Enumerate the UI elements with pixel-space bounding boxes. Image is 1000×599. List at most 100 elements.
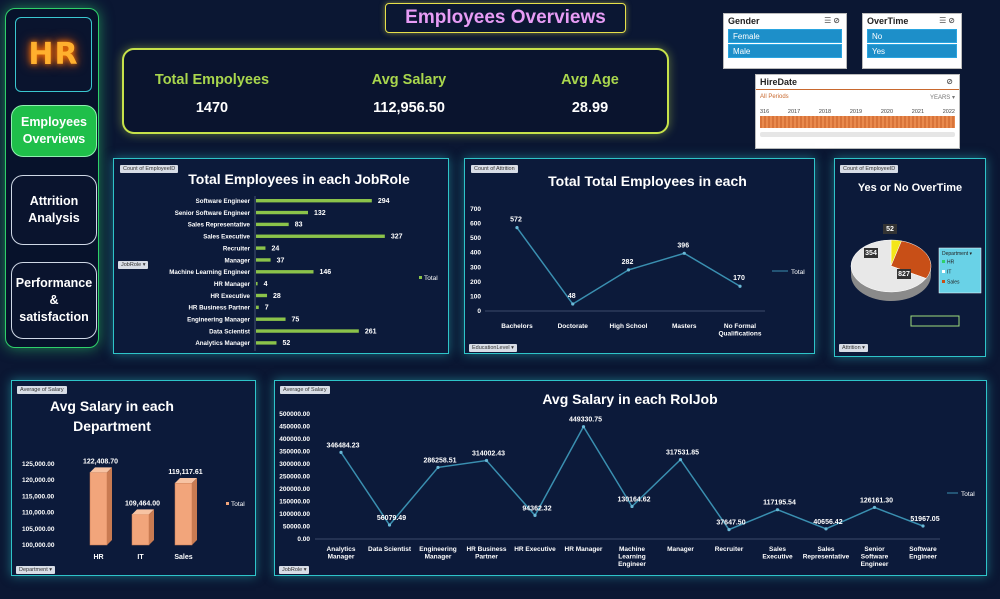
data-label: 346484.23 <box>326 442 359 449</box>
data-label: 286258.51 <box>423 457 456 464</box>
gender-male-option[interactable]: Male <box>728 44 842 58</box>
y-tick-label: 500000.00 <box>279 411 310 418</box>
axis-filter-tag[interactable]: EducationLevel ▾ <box>469 344 517 352</box>
bar <box>256 258 271 262</box>
field-tag[interactable]: Count of EmployeeID <box>120 165 179 173</box>
category-label: HR Business Partner <box>188 305 250 312</box>
x-tick-label: Sales Executive <box>762 546 793 561</box>
field-tag[interactable]: Average of Salary <box>280 386 330 394</box>
jobrole-chart-title: Total Employees in each JobRole <box>188 171 410 187</box>
category-label: Software Engineer <box>196 198 251 205</box>
x-tick-label: HR Business Partner <box>466 546 506 561</box>
data-label: 317531.85 <box>666 450 699 457</box>
y-tick-label: 300000.00 <box>279 461 310 468</box>
overtime-chart-panel: Count of EmployeeID Yes or No OverTime A… <box>834 158 986 357</box>
data-label: 827 <box>898 271 910 278</box>
x-tick-label: IT <box>137 554 144 561</box>
bar <box>174 482 193 546</box>
x-tick-label: Senior Software Engineer <box>861 546 889 568</box>
axis-filter-tag[interactable]: Attrition ▾ <box>839 344 868 352</box>
data-label: 51967.05 <box>910 516 939 523</box>
overtime-no-option[interactable]: No <box>867 29 957 43</box>
field-tag[interactable]: Count of EmployeeID <box>840 165 899 173</box>
y-tick-label: 115,000.00 <box>22 493 55 500</box>
data-point <box>921 524 925 528</box>
filter-clear-icon[interactable]: ⊘ <box>946 77 955 86</box>
x-tick-label: Bachelors <box>501 323 533 330</box>
jobrole-bar-chart: Software Engineer 294 Senior Software Engi… <box>169 196 438 352</box>
kpi-card: Total Empolyees 1470 Avg Salary 112,956.… <box>122 48 669 134</box>
kpi-label-total-employees: Total Empolyees <box>154 72 270 88</box>
bar-side <box>149 509 154 545</box>
sidebar: HR Employees Overviews Attrition Analysi… <box>5 8 99 348</box>
kpi-value-avg-age: 28.99 <box>571 100 609 116</box>
legend-label: Total <box>231 501 245 508</box>
x-tick-label: Analytics Manager <box>327 546 356 561</box>
filter-clear-icon[interactable]: ☰⊘ <box>824 16 842 25</box>
data-label: 37647.50 <box>716 520 745 527</box>
overtime-chart-title: Yes or No OverTime <box>857 182 963 194</box>
hiredate-unit-dropdown[interactable]: YEARS ▾ <box>929 95 955 101</box>
y-tick-label: 600 <box>470 221 481 228</box>
data-label: 294 <box>378 198 390 205</box>
nav-employees-overviews[interactable]: Employees Overviews <box>11 105 97 157</box>
kpi-value-avg-salary: 112,956.50 <box>373 100 445 116</box>
data-label: 94362.32 <box>522 505 551 512</box>
bar <box>256 210 308 215</box>
bar <box>256 305 259 310</box>
data-label: 119,117.61 <box>168 469 202 476</box>
bar <box>256 234 385 238</box>
category-label: HR Manager <box>214 281 251 288</box>
data-label: 327 <box>391 234 403 241</box>
hiredate-period-label: All Periods <box>760 94 789 100</box>
gender-slicer-title: Gender <box>728 16 760 26</box>
dept-salary-chart-panel: Average of Salary Avg Salary in each Dep… <box>11 380 256 576</box>
x-tick-label: HR <box>93 554 103 561</box>
field-tag[interactable]: Count of Attrition <box>471 165 518 173</box>
field-tag[interactable]: Average of Salary <box>17 386 67 394</box>
data-point <box>775 508 780 512</box>
legend-title: Department ▾ <box>942 251 973 257</box>
legend-marker <box>226 502 229 505</box>
data-point <box>626 268 631 272</box>
data-label: 24 <box>271 245 279 252</box>
data-label: 126161.30 <box>860 497 893 504</box>
nav-performance-satisfaction[interactable]: Performance & satisfaction <box>11 262 97 339</box>
role-salary-chart-panel: Average of Salary Avg Salary in each Rol… <box>274 380 987 576</box>
y-tick-label: 0 <box>477 308 481 315</box>
nav-attrition-analysis[interactable]: Attrition Analysis <box>11 175 97 245</box>
x-tick-label: HR Manager <box>565 546 603 553</box>
data-label-bg <box>883 224 897 234</box>
hiredate-timeline-slicer: HireDate ⊘ All Periods YEARS ▾ 316 2017 2… <box>755 74 960 149</box>
data-point <box>738 284 742 288</box>
gender-female-option[interactable]: Female <box>728 29 842 43</box>
education-chart-panel: Count of Attrition Total Total Employees… <box>464 158 815 354</box>
bar-top <box>132 509 154 515</box>
data-point <box>515 226 519 230</box>
legend-label: IT <box>947 270 951 276</box>
data-label: 170 <box>733 275 745 282</box>
axis-filter-tag[interactable]: JobRole ▾ <box>279 566 310 574</box>
jobrole-chart-panel: Count of EmployeeID Total Employees in e… <box>113 158 449 354</box>
legend-label: Total <box>424 275 438 282</box>
axis-filter-tag[interactable]: Department ▾ <box>16 566 56 574</box>
data-point <box>824 527 828 531</box>
timeline-bar[interactable] <box>760 116 955 128</box>
x-tick-label: Software Engineer <box>909 546 937 561</box>
bar-side <box>192 478 197 545</box>
axis-filter-tag[interactable]: JobRole ▾ <box>118 261 149 269</box>
timeline-scrollbar[interactable] <box>760 132 955 137</box>
dept-salary-chart-title: Avg Salary in each Department <box>50 398 174 434</box>
data-label-bg <box>897 269 911 279</box>
data-label: 261 <box>365 328 377 335</box>
category-label: Data Scientist <box>209 328 250 335</box>
hiredate-slicer-title: HireDate <box>760 77 798 87</box>
filter-clear-icon[interactable]: ☰⊘ <box>939 16 957 25</box>
legend-marker <box>942 270 945 273</box>
education-chart-title: Total Total Employees in each <box>548 173 747 189</box>
overtime-yes-option[interactable]: Yes <box>867 44 957 58</box>
y-tick-label: 400000.00 <box>279 436 310 443</box>
dept-salary-bar-chart: 100,000.00 105,000.00 110,000.00 115,000.00… <box>22 458 245 561</box>
legend-label: HR <box>947 260 955 266</box>
data-label: 314002.43 <box>472 450 505 457</box>
